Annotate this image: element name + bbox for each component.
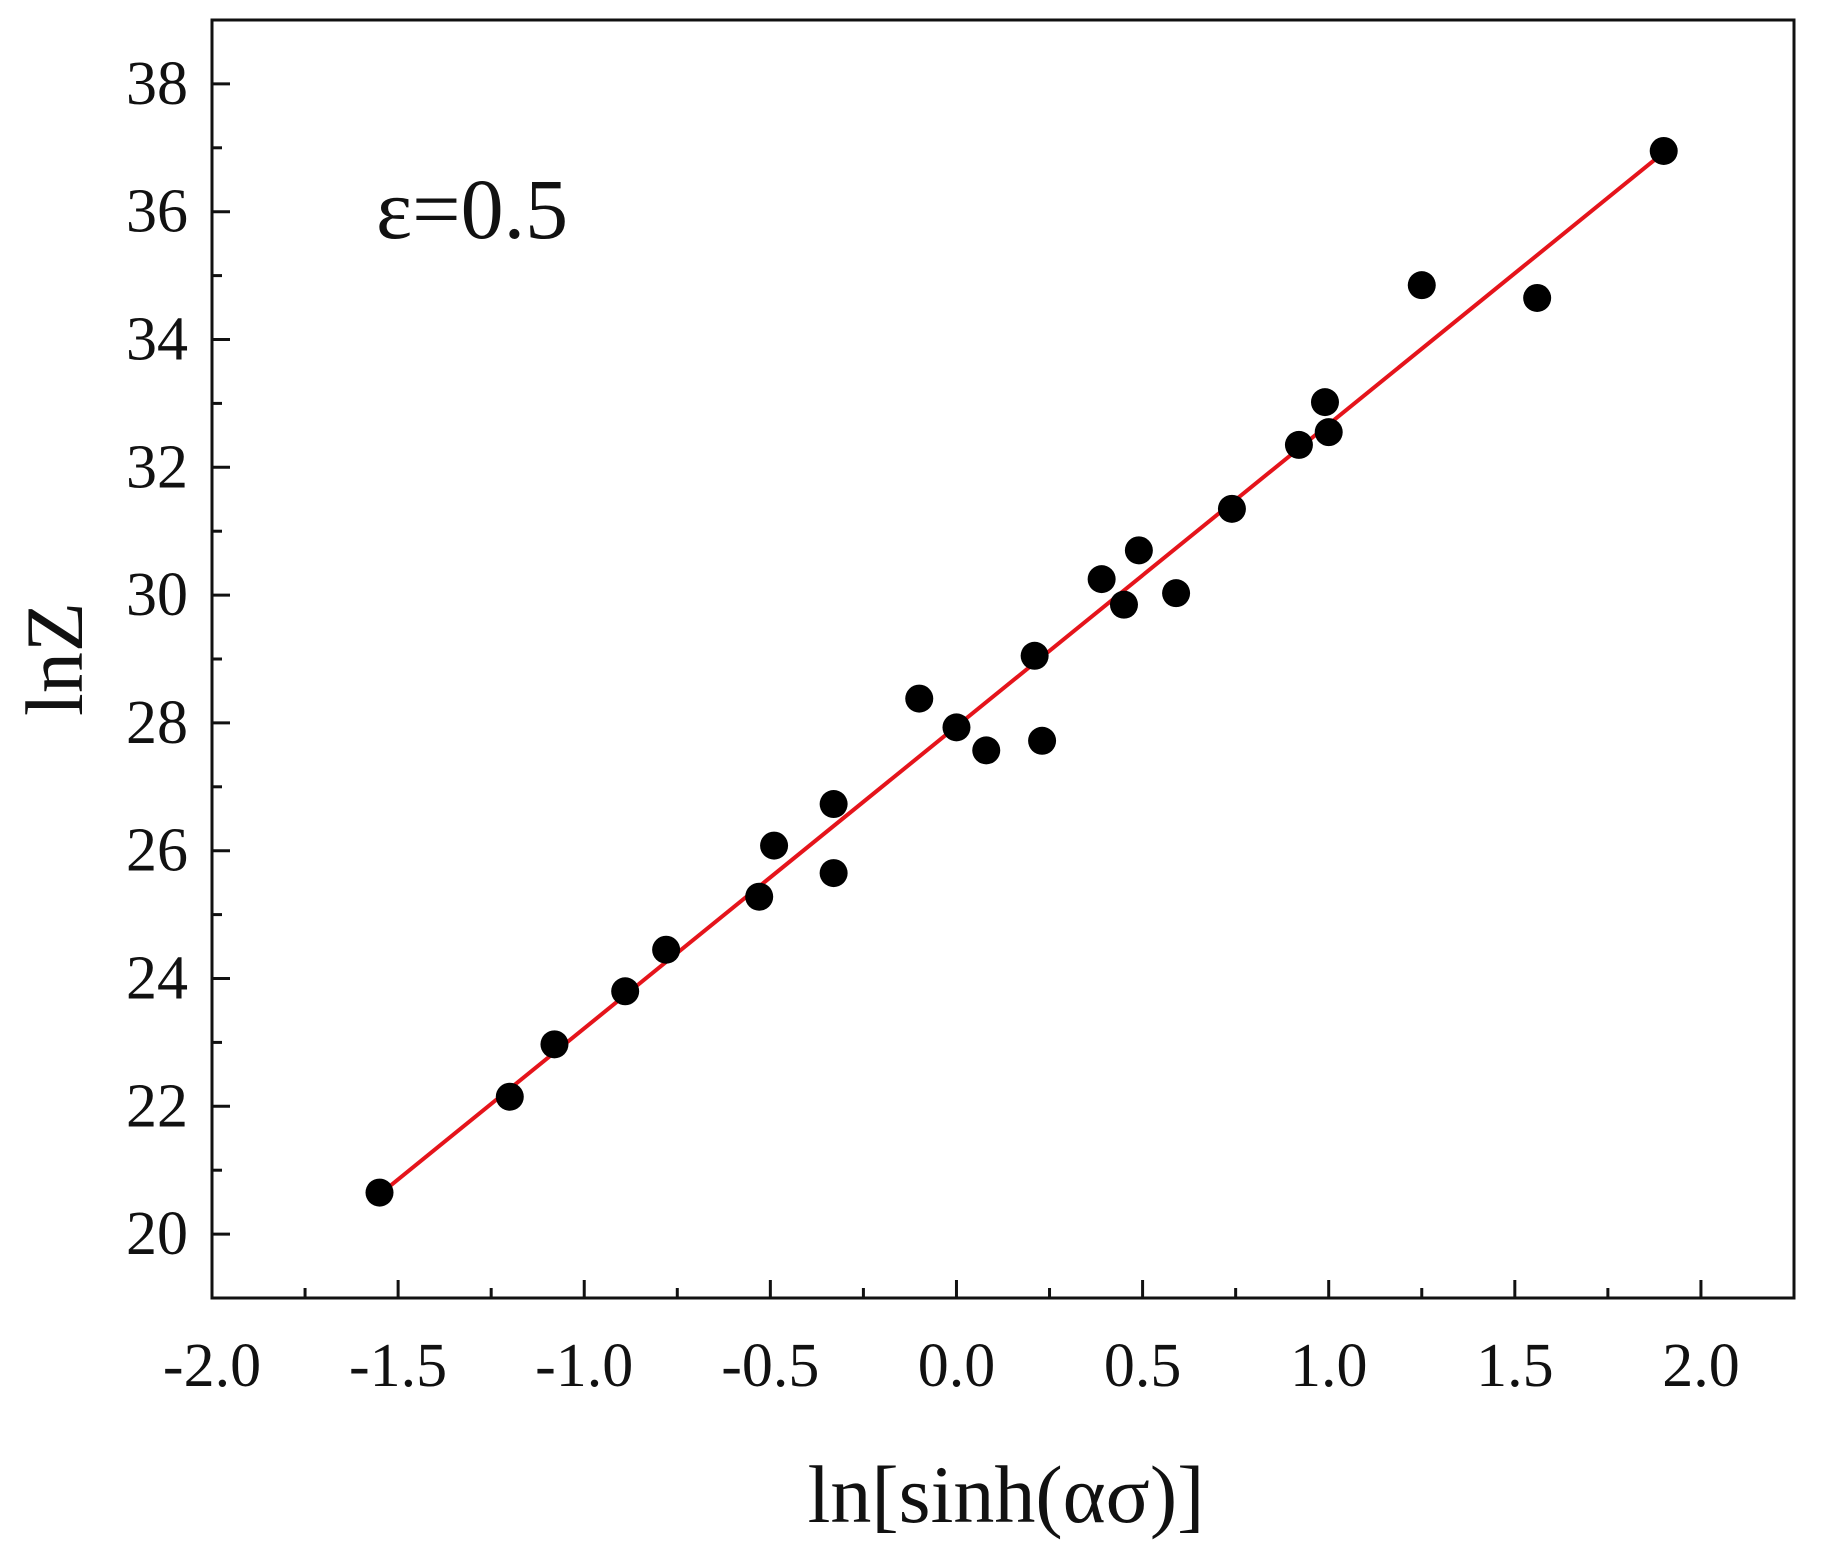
x-tick-label: 1.5 <box>1476 1332 1554 1400</box>
data-point <box>819 859 848 888</box>
data-point <box>819 790 848 819</box>
data-point <box>1109 590 1138 619</box>
data-point <box>1162 579 1191 608</box>
data-point <box>905 684 934 713</box>
x-tick-label: 1.0 <box>1290 1332 1368 1400</box>
data-point <box>1028 726 1057 755</box>
x-tick-label: -1.0 <box>535 1332 633 1400</box>
data-point <box>540 1030 569 1059</box>
fit-line <box>378 153 1662 1197</box>
x-tick-label: -0.5 <box>721 1332 819 1400</box>
data-point <box>652 935 681 964</box>
data-point <box>760 831 789 860</box>
data-point <box>1407 271 1436 300</box>
data-point <box>1020 641 1049 670</box>
y-tick-label: 34 <box>126 306 188 374</box>
ticks-layer: -2.0 -1.5 -1.0 -0.5 0.0 0.5 1.0 1.5 2.0 20 22 24 26 2… <box>126 50 1740 1400</box>
y-tick-label: 30 <box>126 561 188 629</box>
x-axis-label: ln[sinh(ασ)] <box>808 1449 1205 1540</box>
data-point <box>1124 536 1153 565</box>
points-layer <box>365 136 1678 1207</box>
y-tick-label: 38 <box>126 50 188 118</box>
data-point <box>1310 388 1339 417</box>
y-tick-label: 24 <box>126 945 188 1013</box>
x-tick-label: 0.0 <box>918 1332 996 1400</box>
data-point <box>365 1178 394 1207</box>
data-point <box>611 977 640 1006</box>
y-tick-label: 32 <box>126 433 188 501</box>
y-tick-label: 26 <box>126 817 188 885</box>
fit-layer <box>378 153 1662 1197</box>
x-tick-label: -2.0 <box>163 1332 261 1400</box>
data-point <box>972 736 1001 765</box>
data-point <box>1649 136 1678 165</box>
data-point <box>942 713 971 742</box>
y-tick-label: 28 <box>126 689 188 757</box>
x-tick-label: 0.5 <box>1104 1332 1182 1400</box>
data-point <box>745 882 774 911</box>
y-tick-label: 36 <box>126 178 188 246</box>
data-point <box>1523 283 1552 312</box>
x-tick-label: 2.0 <box>1662 1332 1740 1400</box>
y-tick-label: 22 <box>126 1072 188 1140</box>
data-point <box>495 1082 524 1111</box>
plot-frame <box>210 18 1796 1300</box>
data-point <box>1087 565 1116 594</box>
annotation-label: ε=0.5 <box>376 161 568 257</box>
y-axis-label: lnZ <box>9 602 100 716</box>
y-tick-label: 20 <box>126 1200 188 1268</box>
data-point <box>1217 494 1246 523</box>
x-tick-label: -1.5 <box>349 1332 447 1400</box>
data-point <box>1284 430 1313 459</box>
data-point <box>1314 418 1343 447</box>
